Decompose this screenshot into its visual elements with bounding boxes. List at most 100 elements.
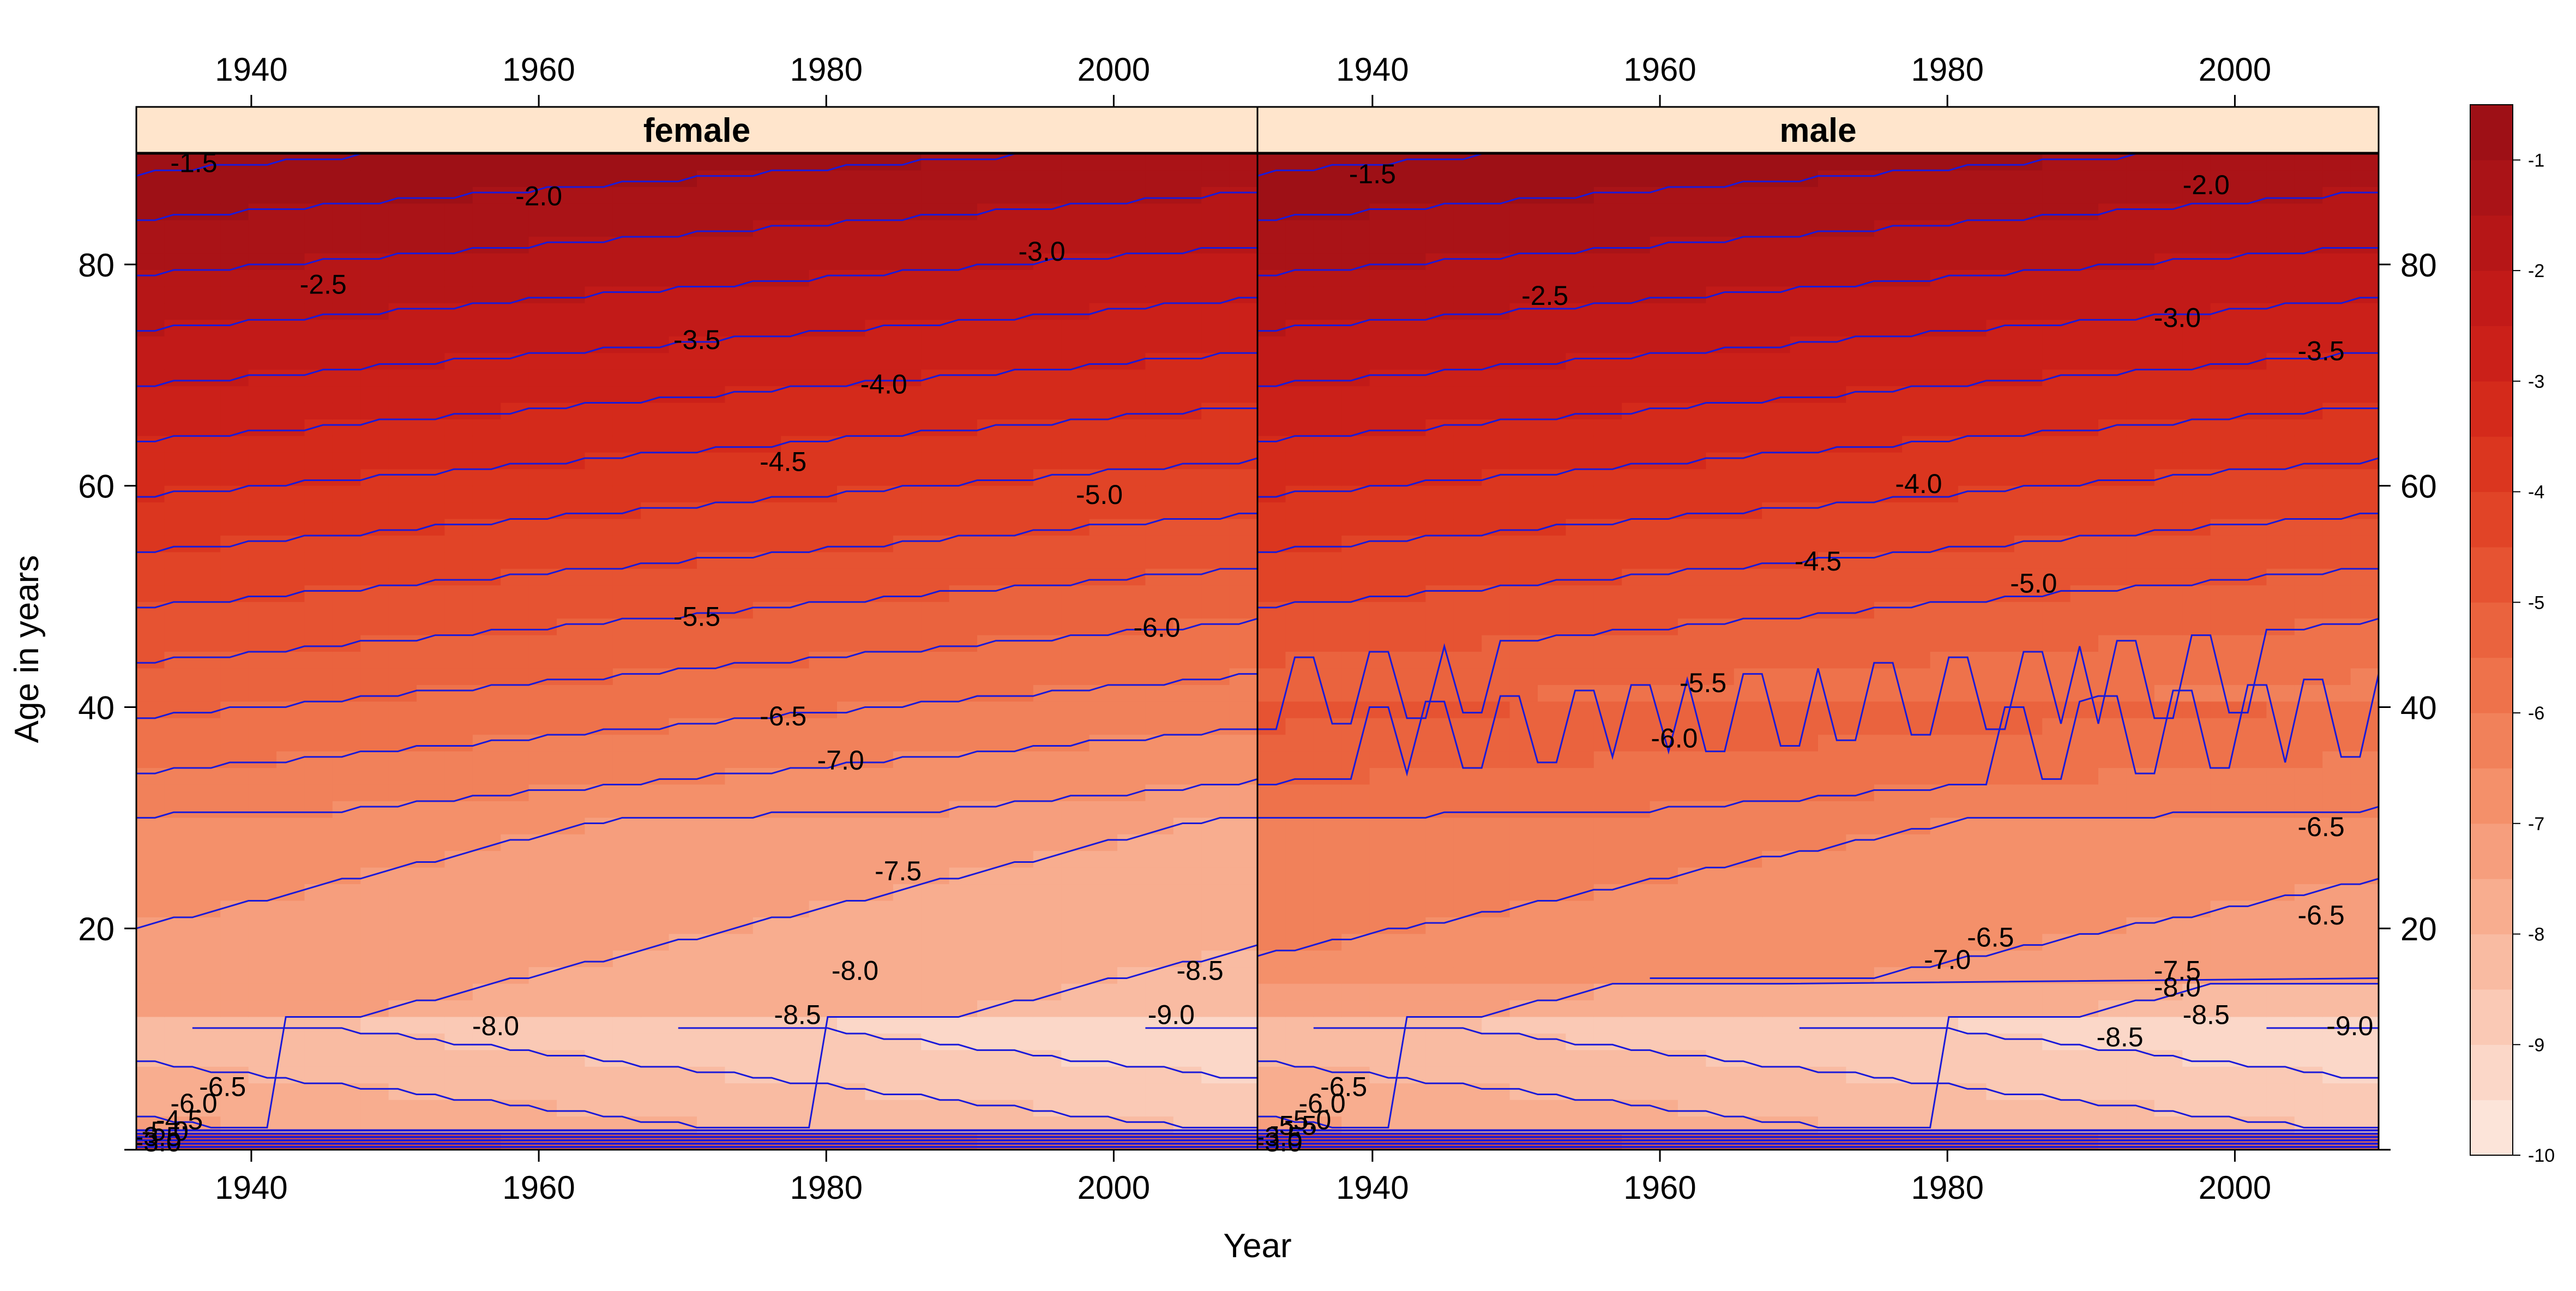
contour-cell [585,1083,613,1100]
contour-cell [1398,170,1426,187]
contour-cell [1005,469,1033,486]
contour-cell [1005,868,1033,885]
contour-cell [304,569,333,586]
contour-cell [725,552,753,569]
contour-cell [1425,851,1454,868]
contour-cell [1594,585,1622,602]
contour-cell [2154,254,2183,271]
contour-cell [1454,967,1482,984]
contour-cell [360,818,389,834]
contour-cell [1482,170,1510,187]
contour-cell [136,635,165,652]
contour-cell [893,436,922,453]
contour-cell [164,370,192,387]
contour-cell [921,270,949,287]
contour-cell [585,917,613,934]
contour-cell [220,1100,249,1117]
contour-cell [1902,868,1930,885]
contour-cell [557,801,585,818]
contour-cell [949,486,978,503]
contour-cell [949,552,978,569]
contour-cell [1566,768,1594,785]
contour-cell [977,668,1006,685]
contour-cell [2098,685,2127,702]
contour-cell [2154,154,2183,171]
contour-cell [304,701,333,718]
contour-cell [529,701,557,718]
contour-cell [2211,270,2239,287]
contour-cell [1650,934,1678,951]
contour-cell [1678,1050,1706,1067]
contour-cell [669,519,697,536]
contour-cell [1930,784,1959,801]
contour-cell [2042,1067,2071,1084]
contour-cell [192,370,221,387]
contour-cell [977,1050,1006,1067]
contour-cell [2098,784,2127,801]
contour-cell [1874,320,1903,337]
contour-cell [1818,801,1846,818]
contour-cell [1425,1034,1454,1050]
contour-cell [136,1083,165,1100]
contour-cell [669,768,697,785]
contour-cell [2071,801,2099,818]
contour-cell [192,353,221,370]
contour-cell [1790,619,1819,635]
contour-cell [1930,419,1959,436]
contour-cell [333,701,361,718]
contour-cell [949,370,978,387]
contour-cell [1230,1083,1258,1100]
contour-cell [1762,170,1790,187]
contour-cell [249,801,277,818]
contour-cell [1594,154,1622,171]
contour-cell [1117,1000,1146,1017]
contour-cell [1230,585,1258,602]
contour-cell [1090,635,1118,652]
contour-cell [529,951,557,968]
contour-cell [949,270,978,287]
contour-cell [837,303,865,320]
contour-cell [1061,801,1090,818]
contour-cell [1145,337,1173,353]
contour-cell [2322,784,2351,801]
contour-cell [725,934,753,951]
contour-cell [1650,303,1678,320]
contour-cell [1285,801,1314,818]
contour-cell [1846,801,1874,818]
contour-cell [1762,436,1790,453]
contour-cell [220,403,249,420]
contour-cell [1173,337,1202,353]
contour-cell [220,834,249,851]
contour-cell [1285,370,1314,387]
contour-cell [2322,1100,2351,1117]
contour-cell [1454,502,1482,519]
contour-cell [669,353,697,370]
contour-cell [304,1100,333,1117]
contour-cell [1201,1067,1230,1084]
contour-cell [1117,784,1146,801]
contour-cell [1033,220,1062,237]
contour-cell [893,735,922,752]
contour-cell [220,386,249,403]
contour-cell [389,286,417,303]
contour-cell [1341,353,1370,370]
contour-cell [2238,934,2267,951]
contour-cell [977,187,1006,204]
contour-cell [781,752,809,768]
contour-cell [473,353,501,370]
contour-cell [2014,337,2043,353]
contour-cell [333,469,361,486]
contour-cell [1566,220,1594,237]
contour-cell [949,1034,978,1050]
contour-cell [2266,154,2295,171]
contour-cell [1454,1083,1482,1100]
contour-cell [2154,386,2183,403]
contour-cell [613,320,641,337]
contour-cell [2295,170,2323,187]
contour-cell [1370,752,1398,768]
contour-cell [1538,951,1566,968]
contour-cell [641,353,669,370]
contour-cell [557,1000,585,1017]
contour-cell [1930,1050,1959,1067]
contour-cell [1790,585,1819,602]
